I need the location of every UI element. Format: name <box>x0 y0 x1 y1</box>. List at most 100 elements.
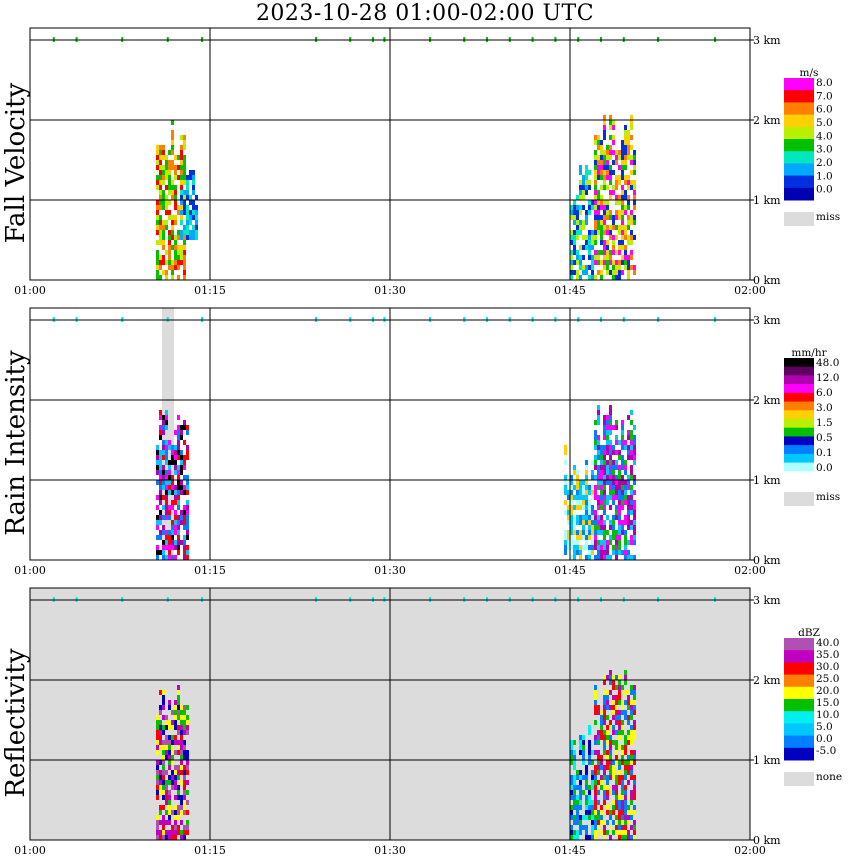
legend-label: 8.0 <box>816 77 833 89</box>
echo-cell <box>606 740 609 745</box>
echo-cell <box>624 480 627 485</box>
echo-cell <box>633 185 636 190</box>
echo-cell <box>618 540 621 545</box>
x-tick-label: 02:00 <box>734 284 766 297</box>
echo-cell <box>618 515 621 520</box>
echo-cell <box>582 205 585 210</box>
legend-swatch <box>784 375 814 385</box>
echo-cell <box>195 210 198 215</box>
echo-cell <box>570 480 573 485</box>
echo-cell <box>168 150 171 155</box>
echo-cell <box>633 535 636 540</box>
echo-cell <box>597 135 600 140</box>
echo-cell <box>591 820 594 825</box>
echo-cell <box>156 785 159 790</box>
echo-cell <box>612 695 615 700</box>
echo-cell <box>612 190 615 195</box>
echo-cell <box>600 460 603 465</box>
echo-cell <box>621 795 624 800</box>
echo-cell <box>606 475 609 480</box>
echo-cell <box>570 780 573 785</box>
echo-cell <box>594 170 597 175</box>
echo-cell <box>162 485 165 490</box>
echo-cell <box>168 240 171 245</box>
echo-cell <box>171 230 174 235</box>
echo-cell <box>576 540 579 545</box>
echo-cell <box>585 265 588 270</box>
echo-cell <box>183 730 186 735</box>
echo-cell <box>621 260 624 265</box>
echo-cell <box>162 515 165 520</box>
echo-cell <box>171 750 174 755</box>
echo-cell <box>609 270 612 275</box>
echo-cell <box>183 780 186 785</box>
echo-cell <box>576 275 579 280</box>
echo-cell <box>192 170 195 175</box>
echo-cell <box>159 205 162 210</box>
echo-cell <box>576 255 579 260</box>
echo-cell <box>156 745 159 750</box>
echo-cell <box>156 470 159 475</box>
legend-label: 0.0 <box>816 462 833 474</box>
echo-cell <box>183 545 186 550</box>
echo-cell <box>591 770 594 775</box>
echo-cell <box>174 820 177 825</box>
echo-cell <box>576 250 579 255</box>
echo-cell <box>630 760 633 765</box>
echo-cell <box>594 210 597 215</box>
echo-cell <box>633 785 636 790</box>
echo-cell <box>183 460 186 465</box>
echo-cell <box>597 760 600 765</box>
echo-cell <box>621 775 624 780</box>
echo-cell <box>573 540 576 545</box>
echo-cell <box>618 730 621 735</box>
echo-cell <box>600 240 603 245</box>
echo-cell <box>624 555 627 560</box>
echo-cell <box>165 410 168 415</box>
echo-cell <box>174 490 177 495</box>
echo-cell <box>630 455 633 460</box>
echo-cell <box>165 780 168 785</box>
echo-cell <box>573 545 576 550</box>
echo-cell <box>606 465 609 470</box>
echo-cell <box>168 765 171 770</box>
echo-cell <box>627 270 630 275</box>
echo-cell <box>585 515 588 520</box>
echo-cell <box>177 175 180 180</box>
echo-cell <box>618 760 621 765</box>
echo-cell <box>579 520 582 525</box>
echo-cell <box>171 195 174 200</box>
echo-cell <box>618 245 621 250</box>
echo-cell <box>600 250 603 255</box>
echo-cell <box>600 780 603 785</box>
echo-cell <box>573 215 576 220</box>
echo-cell <box>582 220 585 225</box>
echo-cell <box>633 730 636 735</box>
echo-cell <box>579 505 582 510</box>
echo-cell <box>171 485 174 490</box>
echo-cell <box>633 555 636 560</box>
echo-cell <box>180 180 183 185</box>
echo-cell <box>159 510 162 515</box>
echo-cell <box>594 775 597 780</box>
echo-cell <box>621 270 624 275</box>
echo-cell <box>183 170 186 175</box>
echo-cell <box>597 405 600 410</box>
echo-cell <box>594 220 597 225</box>
echo-cell <box>615 435 618 440</box>
echo-cell <box>609 705 612 710</box>
echo-cell <box>159 760 162 765</box>
echo-cell <box>579 820 582 825</box>
echo-cell <box>579 230 582 235</box>
echo-cell <box>609 155 612 160</box>
echo-cell <box>633 150 636 155</box>
echo-cell <box>576 535 579 540</box>
echo-cell <box>615 460 618 465</box>
echo-cell <box>597 495 600 500</box>
echo-cell <box>162 440 165 445</box>
echo-cell <box>591 530 594 535</box>
echo-cell <box>615 265 618 270</box>
echo-cell <box>156 445 159 450</box>
echo-cell <box>570 785 573 790</box>
echo-cell <box>627 265 630 270</box>
